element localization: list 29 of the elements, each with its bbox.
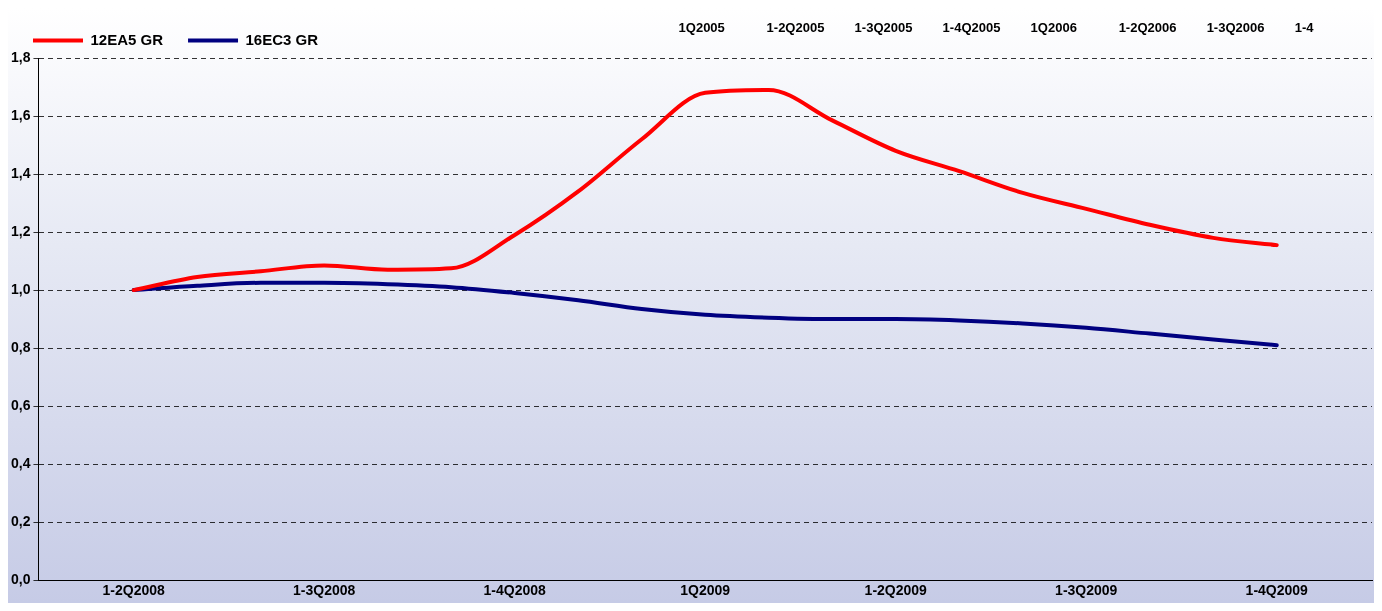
y-tick-label: 1,4 (10, 164, 31, 181)
y-tick-label: 0,4 (10, 455, 31, 472)
x-tick-label: 1-2Q2008 (102, 582, 166, 599)
text: 1Q2006 (1030, 19, 1077, 35)
y-tick-label: 1,0 (10, 280, 31, 297)
x-tick-label: 1Q2009 (680, 582, 731, 599)
text: 1-4Q2005 (942, 19, 1001, 35)
y-tick-label: 1,8 (10, 48, 31, 65)
y-tick-label: 0,0 (10, 571, 31, 588)
x-tick-label: 1-3Q2008 (293, 582, 356, 599)
y-tick-label: 1,2 (10, 222, 31, 239)
line-series (131, 280, 1279, 348)
text: 1-4 (1294, 19, 1315, 35)
text: 1-2Q2005 (766, 19, 825, 35)
y-tick-label: 0,2 (10, 513, 31, 530)
x-tick-label: 1-4Q2008 (483, 582, 547, 599)
text: 1-3Q2005 (854, 19, 913, 35)
x-tick-label: 1-3Q2009 (1055, 582, 1118, 599)
text: 1-3Q2006 (1206, 19, 1265, 35)
legend-label: 16EC3 GR (245, 30, 319, 48)
y-tick-label: 0,6 (10, 396, 31, 413)
y-tick-label: 1,6 (10, 106, 31, 123)
text: 1Q2005 (678, 19, 725, 35)
x-tick-label: 1-4Q2009 (1245, 582, 1309, 599)
y-tick-label: 0,8 (10, 338, 31, 355)
x-tick-label: 1-2Q2009 (864, 582, 928, 599)
line-series (131, 87, 1279, 293)
text: 1-2Q2006 (1118, 19, 1177, 35)
legend-label: 12EA5 GR (90, 30, 164, 48)
